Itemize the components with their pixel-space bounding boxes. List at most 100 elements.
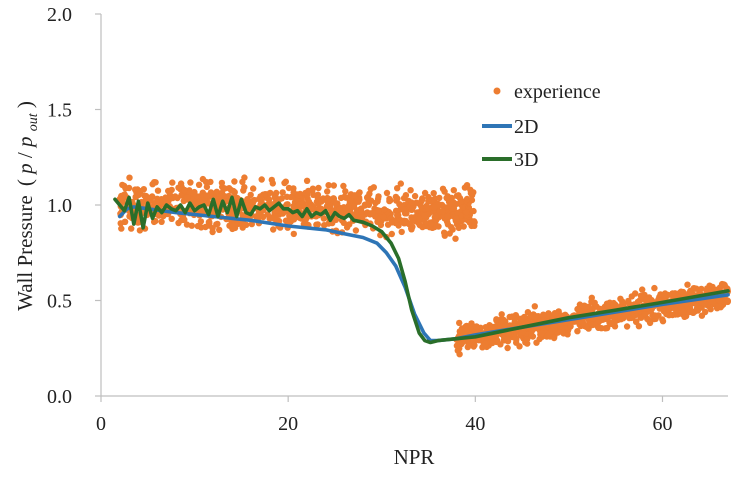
experience-point <box>380 213 387 221</box>
experience-point <box>148 194 155 201</box>
experience-point <box>602 325 609 332</box>
experience-point <box>340 182 347 190</box>
experience-point <box>432 212 439 220</box>
experience-point <box>394 195 401 202</box>
experience-point <box>388 219 395 226</box>
experience-point <box>493 317 500 324</box>
experience-point <box>471 222 478 229</box>
experience-point <box>450 205 458 212</box>
experience-point <box>453 215 460 222</box>
y-axis-title-subscript: out <box>26 112 41 131</box>
experience-point <box>364 194 372 201</box>
experience-point <box>128 225 135 232</box>
experience-point <box>213 188 220 195</box>
experience-point <box>531 314 538 321</box>
y-tick-label: 0.5 <box>47 291 72 313</box>
experience-point <box>432 222 440 230</box>
x-tick-label: 40 <box>465 413 485 435</box>
experience-point <box>231 178 238 185</box>
experience-point <box>718 280 726 288</box>
experience-point <box>370 184 377 191</box>
experience-point <box>250 185 257 192</box>
experience-point <box>672 306 679 314</box>
experience-point <box>500 316 507 323</box>
legend-label-experience: experience <box>514 81 601 103</box>
experience-point <box>203 192 210 199</box>
experience-point <box>190 190 197 197</box>
experience-point <box>482 340 489 348</box>
experience-point <box>452 235 459 242</box>
experience-point <box>303 177 311 184</box>
experience-point <box>471 342 478 349</box>
experience-point <box>681 313 688 320</box>
experience-point <box>394 212 401 219</box>
experience-point <box>407 187 414 194</box>
experience-point <box>395 222 402 229</box>
experience-point <box>221 193 229 200</box>
experience-point <box>538 329 546 337</box>
experience-point <box>397 180 404 187</box>
experience-point <box>482 324 489 331</box>
experience-point <box>216 226 223 233</box>
experience-point <box>207 178 214 186</box>
experience-point <box>321 222 328 229</box>
experience-point <box>152 179 159 186</box>
y-tick-label: 1.5 <box>47 100 72 122</box>
experience-point <box>154 187 162 194</box>
experience-point <box>244 196 251 203</box>
experience-point <box>589 321 596 329</box>
experience-point <box>489 339 496 347</box>
experience-point <box>419 196 426 203</box>
experience-point <box>623 323 631 330</box>
experience-point <box>564 331 571 338</box>
experience-point <box>709 298 716 305</box>
experience-point <box>677 288 685 295</box>
experience-point <box>638 294 646 301</box>
experience-point <box>355 198 362 205</box>
experience-point <box>394 185 401 192</box>
experience-point <box>528 327 536 334</box>
experience-point <box>617 314 624 321</box>
experience-point <box>214 220 221 228</box>
experience-point <box>350 203 358 210</box>
experience-point <box>162 194 169 201</box>
experience-point <box>463 209 470 216</box>
experience-point <box>579 308 587 315</box>
experience-point <box>239 212 246 219</box>
experience-point <box>504 344 511 352</box>
experience-point <box>330 182 337 189</box>
experience-point <box>177 180 185 187</box>
experience-point <box>456 194 464 202</box>
ticks-layer: 0 20 40 60 0.0 0.5 1.0 1.5 2.0 <box>47 4 672 435</box>
experience-point <box>588 298 595 305</box>
y-axis-title: Wall Pressure ( p / p out ) <box>13 101 42 311</box>
experience-point <box>652 312 659 319</box>
experience-point <box>454 347 461 354</box>
experience-point <box>423 202 430 210</box>
experience-point <box>202 178 210 186</box>
experience-point <box>421 189 429 197</box>
experience-point <box>121 218 129 225</box>
experience-point <box>617 295 624 302</box>
experience-point <box>664 305 672 313</box>
experience-point <box>693 285 700 292</box>
experience-point <box>320 215 327 222</box>
experience-point <box>351 192 358 199</box>
experience-point <box>267 189 274 197</box>
experience-point <box>518 315 525 322</box>
experience-point <box>270 226 277 233</box>
experience-point <box>218 179 226 187</box>
experience-point <box>315 184 322 192</box>
experience-point <box>531 303 538 310</box>
experience-point <box>268 176 275 184</box>
experience-point <box>463 195 471 203</box>
experience-point <box>265 196 273 203</box>
experience-point <box>643 296 651 303</box>
experience-point <box>498 311 505 318</box>
experience-point <box>435 200 442 208</box>
experience-point <box>418 203 425 211</box>
experience-point <box>398 228 405 236</box>
experience-point <box>221 185 228 192</box>
experience-point <box>448 224 455 231</box>
